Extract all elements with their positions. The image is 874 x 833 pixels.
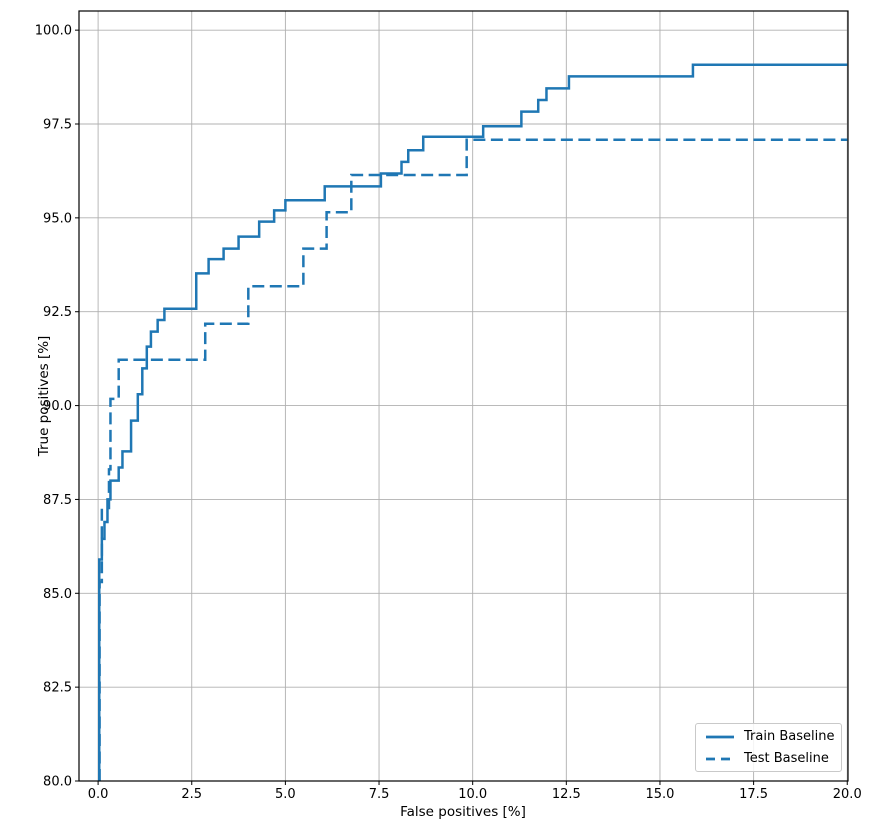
y-tick-label: 87.5	[43, 493, 72, 508]
gridlines	[79, 11, 848, 782]
y-tick-label: 95.0	[43, 211, 72, 226]
legend-item-test-baseline: Test Baseline	[705, 750, 841, 767]
series-lines	[97, 63, 848, 781]
y-axis-label: True positives [%]	[36, 336, 52, 458]
tick-labels: 0.0 2.5 5.0 7.5 10.0 12.5 15.0 17.5 20.0 80.0 82.5…	[35, 24, 862, 802]
y-tick-label: 80.0	[43, 775, 72, 790]
dashed-line-swatch	[706, 757, 734, 760]
x-tick-label: 12.5	[552, 787, 581, 802]
train-baseline-line	[97, 63, 848, 781]
y-tick-label: 90.0	[43, 399, 72, 414]
y-tick-label: 82.5	[43, 681, 72, 696]
legend-item-train-baseline: Train Baseline	[705, 728, 841, 745]
axes-spines	[78, 10, 849, 782]
y-tick-label: 97.5	[43, 118, 72, 133]
x-tick-label: 10.0	[458, 787, 487, 802]
y-tick-label: 85.0	[43, 587, 72, 602]
x-tick-label: 0.0	[88, 787, 109, 802]
x-tick-label: 7.5	[369, 787, 390, 802]
plot-border	[78, 10, 849, 782]
x-tick-label: 20.0	[833, 787, 862, 802]
y-tick-label: 92.5	[43, 305, 72, 320]
solid-line-swatch	[706, 735, 734, 738]
x-tick-label: 5.0	[275, 787, 296, 802]
legend: Train Baseline Test Baseline	[695, 723, 842, 772]
y-tick-label: 100.0	[35, 24, 72, 39]
x-tick-label: 15.0	[645, 787, 674, 802]
legend-label-test: Test Baseline	[744, 751, 829, 766]
x-axis-label: False positives [%]	[400, 804, 526, 820]
tick-marks	[75, 29, 848, 785]
test-baseline-line	[98, 138, 848, 781]
x-tick-label: 2.5	[181, 787, 202, 802]
x-tick-label: 17.5	[739, 787, 768, 802]
legend-label-train: Train Baseline	[744, 729, 835, 744]
